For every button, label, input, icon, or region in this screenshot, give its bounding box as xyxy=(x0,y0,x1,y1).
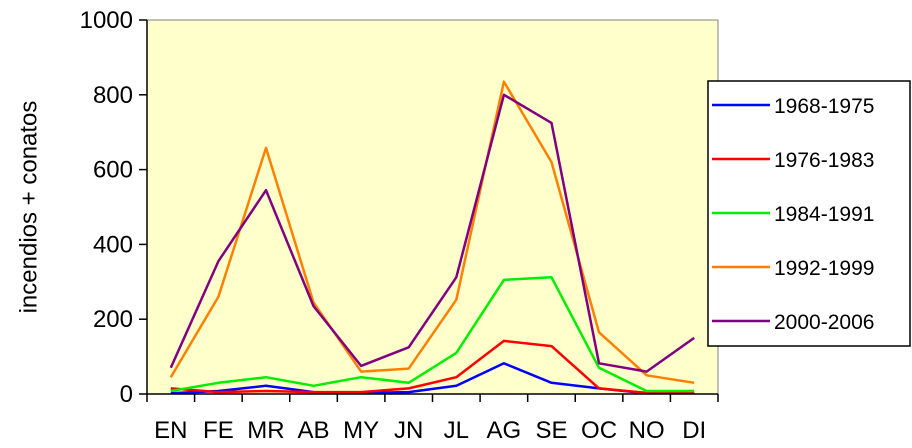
legend-label-5: 2000-2006 xyxy=(774,311,874,334)
legend-label-4: 1992-1999 xyxy=(774,257,874,280)
x-tick-label: EN xyxy=(154,417,187,444)
series-line-4 xyxy=(169,80,695,385)
legend: 1968-1975 1976-1983 1984-1991 1992-1999 2000… xyxy=(707,80,911,347)
x-tick-label: OC xyxy=(581,417,617,444)
series-layer xyxy=(169,80,695,395)
series-line-3 xyxy=(170,276,695,393)
y-tick-label: 1000 xyxy=(80,7,133,34)
x-tick-label: JL xyxy=(444,417,469,444)
x-tick-label: FE xyxy=(203,417,234,444)
x-tick-label: MY xyxy=(343,417,379,444)
plot-area xyxy=(146,19,719,395)
y-axis-title: incendios + conatos xyxy=(15,101,42,314)
x-tick-label: MR xyxy=(247,417,284,444)
series-line-5 xyxy=(169,93,695,373)
axis-layer: 0 200 400 600 800 1000 EN FE MR AB MY JN JL AG SE OC NO D… xyxy=(80,7,719,444)
x-tick-label: AB xyxy=(298,417,330,444)
y-tick-label: 600 xyxy=(93,157,133,184)
x-tick-label: AG xyxy=(487,417,522,444)
x-tick-label: NO xyxy=(629,417,665,444)
y-tick-label: 400 xyxy=(93,231,133,258)
x-tick-label: SE xyxy=(535,417,567,444)
y-tick-label: 800 xyxy=(93,82,133,109)
x-tick-label: DI xyxy=(682,417,706,444)
y-tick-label: 200 xyxy=(93,306,133,333)
x-tick-label: JN xyxy=(394,417,423,444)
legend-label-2: 1976-1983 xyxy=(774,149,874,172)
y-tick-label: 0 xyxy=(120,381,133,408)
legend-label-3: 1984-1991 xyxy=(774,203,874,226)
series-line-2 xyxy=(170,339,695,395)
legend-label-1: 1968-1975 xyxy=(774,95,874,118)
